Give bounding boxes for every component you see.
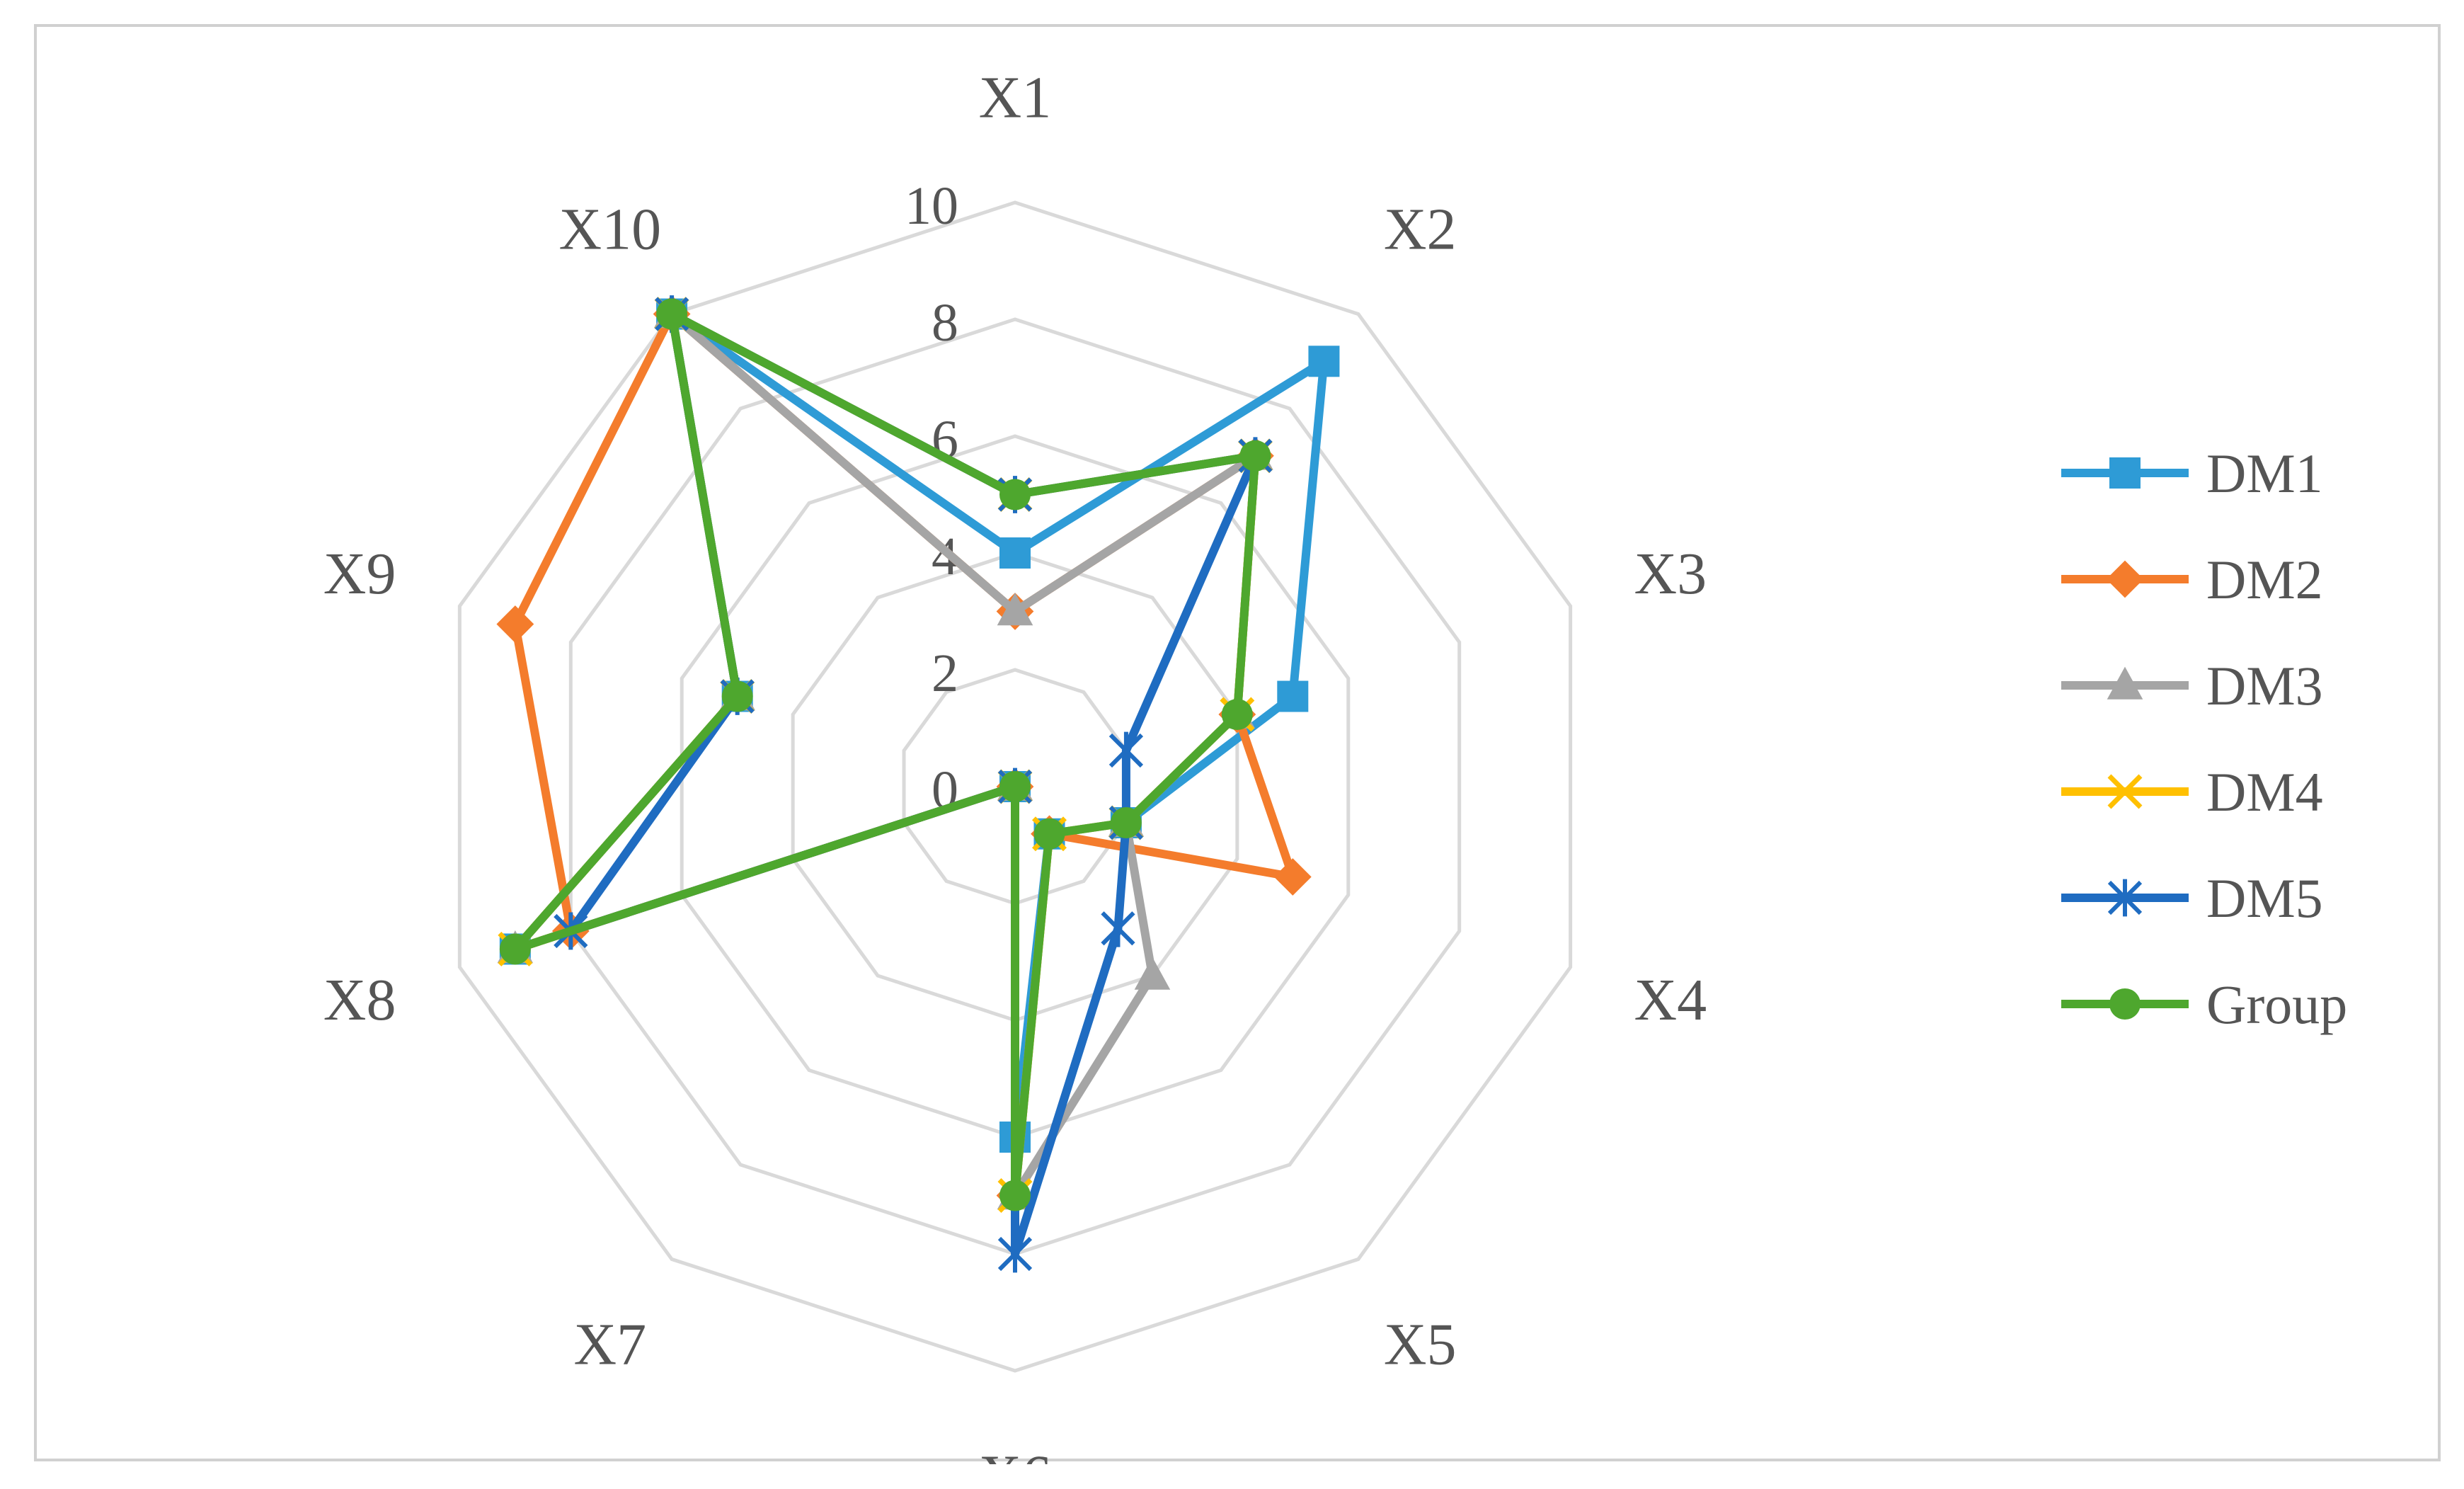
legend-label: Group — [2206, 974, 2347, 1035]
series-line — [510, 309, 1260, 1200]
category-label: X10 — [558, 196, 661, 262]
data-point — [999, 1180, 1031, 1211]
category-label: X4 — [1634, 967, 1707, 1033]
tick-label: 8 — [932, 293, 958, 353]
category-label: X5 — [1384, 1312, 1457, 1378]
legend-label: DM2 — [2206, 549, 2323, 610]
data-point — [1239, 440, 1271, 472]
data-point — [1108, 731, 1144, 770]
category-label: X8 — [323, 967, 396, 1033]
series-line — [510, 309, 1260, 1200]
data-point — [1101, 909, 1135, 947]
data-point — [499, 933, 531, 965]
data-point — [1277, 680, 1309, 712]
data-point — [721, 680, 753, 712]
category-label: X3 — [1634, 541, 1707, 607]
data-point — [1221, 699, 1253, 731]
data-point — [1033, 818, 1065, 850]
data-point — [496, 605, 534, 643]
category-label: X9 — [323, 541, 396, 607]
legend-item: Group — [2061, 974, 2347, 1035]
category-label: X6 — [979, 1444, 1052, 1465]
data-point — [1134, 957, 1171, 990]
legend-marker — [2107, 666, 2143, 700]
legend-marker — [2107, 879, 2143, 917]
legend-label: DM1 — [2206, 443, 2323, 504]
legend-marker — [2109, 457, 2141, 489]
data-point — [1110, 806, 1142, 838]
category-label: X7 — [573, 1312, 646, 1378]
tick-label: 10 — [905, 176, 958, 236]
series-line — [510, 309, 1329, 1141]
gridline-ring — [457, 200, 1573, 1373]
legend-marker — [2107, 774, 2143, 809]
legend-item: DM2 — [2061, 549, 2323, 610]
series-dm1 — [499, 298, 1340, 1153]
series-line — [566, 309, 1260, 1258]
data-point — [997, 1235, 1033, 1273]
legend-item: DM4 — [2061, 761, 2323, 823]
legend-label: DM5 — [2206, 867, 2323, 929]
data-point — [656, 298, 688, 330]
legend-marker — [2109, 988, 2141, 1020]
data-point — [1273, 858, 1312, 896]
data-point — [999, 537, 1031, 569]
data-point — [999, 771, 1031, 802]
legend-item: DM3 — [2061, 655, 2323, 717]
legend-label: DM3 — [2206, 655, 2323, 717]
category-label: X2 — [1384, 196, 1457, 262]
legend-label: DM4 — [2206, 761, 2323, 823]
series-dm4 — [498, 297, 1273, 1213]
data-point — [997, 593, 1033, 626]
legend-item: DM5 — [2061, 867, 2323, 929]
legend-marker — [2106, 560, 2144, 598]
series-group — [499, 298, 1271, 1211]
tick-label: 2 — [932, 644, 958, 703]
series-line — [510, 309, 1260, 1200]
data-point — [999, 479, 1031, 510]
legend-item: DM1 — [2061, 443, 2323, 504]
category-label: X1 — [979, 65, 1052, 131]
data-point — [1308, 346, 1340, 377]
